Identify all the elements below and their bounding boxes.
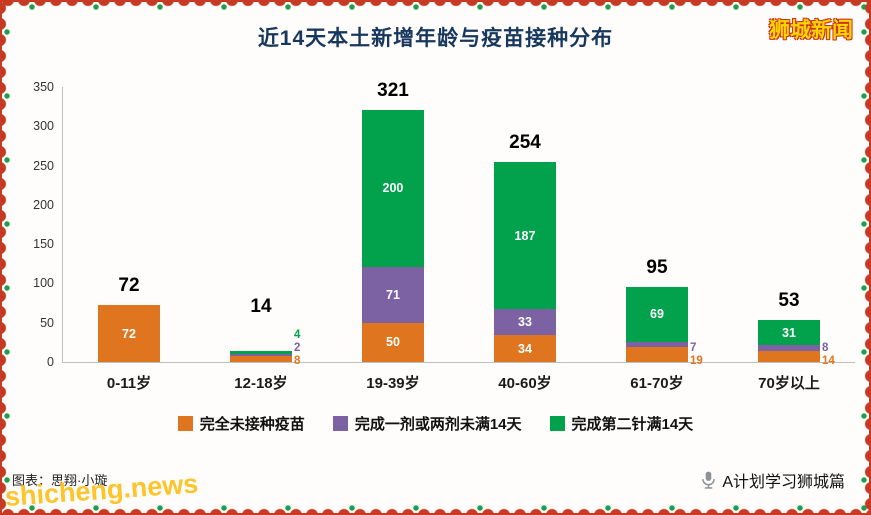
segment-value-label: 71 [386, 287, 400, 302]
y-tick-label: 0 [47, 355, 54, 369]
segment-value-label: 31 [782, 325, 796, 340]
bar-segment [757, 344, 820, 351]
bar-segment [625, 347, 688, 362]
bar-segment: 71 [361, 266, 424, 323]
legend-swatch [549, 416, 565, 431]
bar-segment [229, 354, 292, 356]
segment-value-label: 50 [386, 335, 400, 350]
bar-total-label: 53 [778, 290, 800, 312]
chart-title: 近14天本土新增年龄与疫苗接种分布 [257, 27, 614, 50]
channel-credit: A计划学习狮城篇 [701, 468, 845, 492]
segment-value-label: 200 [382, 181, 404, 196]
bar-total-label: 321 [377, 79, 409, 101]
bar-segment: 50 [361, 322, 424, 362]
bar-column: 50 71 200 321 19-39岁 [327, 80, 459, 392]
bar-segment [229, 355, 292, 362]
bar-segment: 187 [493, 162, 556, 310]
y-tick-label: 250 [33, 158, 54, 173]
decorative-border-right [858, 0, 871, 515]
segment-value-label: 72 [122, 326, 136, 341]
bar-segment [229, 351, 292, 355]
x-axis-category-label: 61-70岁 [630, 375, 684, 392]
segment-value-label-outside: 8 [293, 355, 301, 367]
legend-item: 完全未接种疫苗 [177, 413, 305, 434]
legend-item: 完成一剂或两剂未满14天 [332, 413, 522, 434]
bar-total-label: 254 [509, 132, 541, 154]
segment-value-label-outside: 2 [293, 342, 301, 354]
legend-label: 完全未接种疫苗 [199, 416, 305, 433]
microphone-icon [701, 470, 716, 490]
bar-column: 31 14 8 53 70岁以上 [723, 87, 855, 392]
bar-column: 72 72 0-11岁 [63, 87, 195, 392]
bar-total-label: 95 [646, 257, 668, 279]
segment-value-label-outside: 4 [293, 329, 301, 341]
legend-swatch [177, 416, 193, 431]
bar-segment: 33 [493, 309, 556, 336]
y-axis: 0 50 100 150 200 250 300 350 [16, 80, 58, 369]
bar-column: 34 33 187 254 40-60岁 [459, 87, 591, 392]
legend-item: 完成第二针满14天 [549, 413, 694, 434]
legend-swatch [332, 416, 348, 431]
bar-segment: 34 [493, 335, 556, 362]
bar-segment: 72 [97, 305, 160, 362]
bar-total-label: 14 [250, 296, 272, 317]
y-tick-label: 150 [33, 237, 54, 252]
bar-segment [757, 351, 820, 362]
bar-segment: 31 [757, 320, 820, 345]
credit-text: 图表：思翔·小璇 [12, 473, 108, 488]
segment-value-label-outside: 7 [689, 342, 697, 354]
segment-value-label-outside: 8 [821, 342, 829, 354]
plot-area: 72 72 0-11岁 8 2 4 14 12-18岁 50 71 200 321 19-39岁 34 33… [62, 80, 855, 392]
segment-value-label: 33 [518, 315, 532, 330]
legend-label: 完成一剂或两剂未满14天 [354, 416, 522, 433]
y-tick-label: 50 [40, 315, 54, 330]
decorative-border-top [0, 0, 871, 13]
channel-name: A计划学习狮城篇 [722, 474, 845, 491]
bar-segment: 200 [361, 109, 424, 267]
x-axis-category-label: 12-18岁 [234, 375, 288, 392]
y-tick-label: 300 [33, 119, 54, 134]
y-tick-label: 100 [33, 276, 54, 291]
segment-value-label: 187 [514, 228, 536, 243]
segment-value-label: 34 [518, 341, 532, 356]
bar-segment: 69 [625, 287, 688, 342]
bar-segment [625, 341, 688, 348]
brand-watermark: 狮城新闻 [769, 19, 853, 42]
y-tick-label: 350 [33, 80, 54, 94]
bar-column: 8 2 4 14 12-18岁 [195, 87, 327, 392]
x-axis-category-label: 0-11岁 [106, 375, 152, 392]
bar-column: 69 19 7 95 61-70岁 [591, 87, 723, 392]
segment-value-label-outside: 14 [821, 355, 835, 367]
segment-value-label-outside: 19 [689, 355, 703, 367]
x-axis-category-label: 19-39岁 [366, 375, 420, 392]
legend: 完全未接种疫苗 完成一剂或两剂未满14天 完成第二针满14天 [0, 413, 871, 434]
decorative-border-left [0, 0, 13, 515]
x-axis-category-label: 70岁以上 [758, 375, 820, 392]
legend-label: 完成第二针满14天 [571, 416, 694, 433]
x-axis-category-label: 40-60岁 [498, 375, 552, 392]
segment-value-label: 69 [650, 307, 664, 322]
y-tick-label: 200 [33, 197, 54, 212]
bar-total-label: 72 [118, 275, 140, 297]
